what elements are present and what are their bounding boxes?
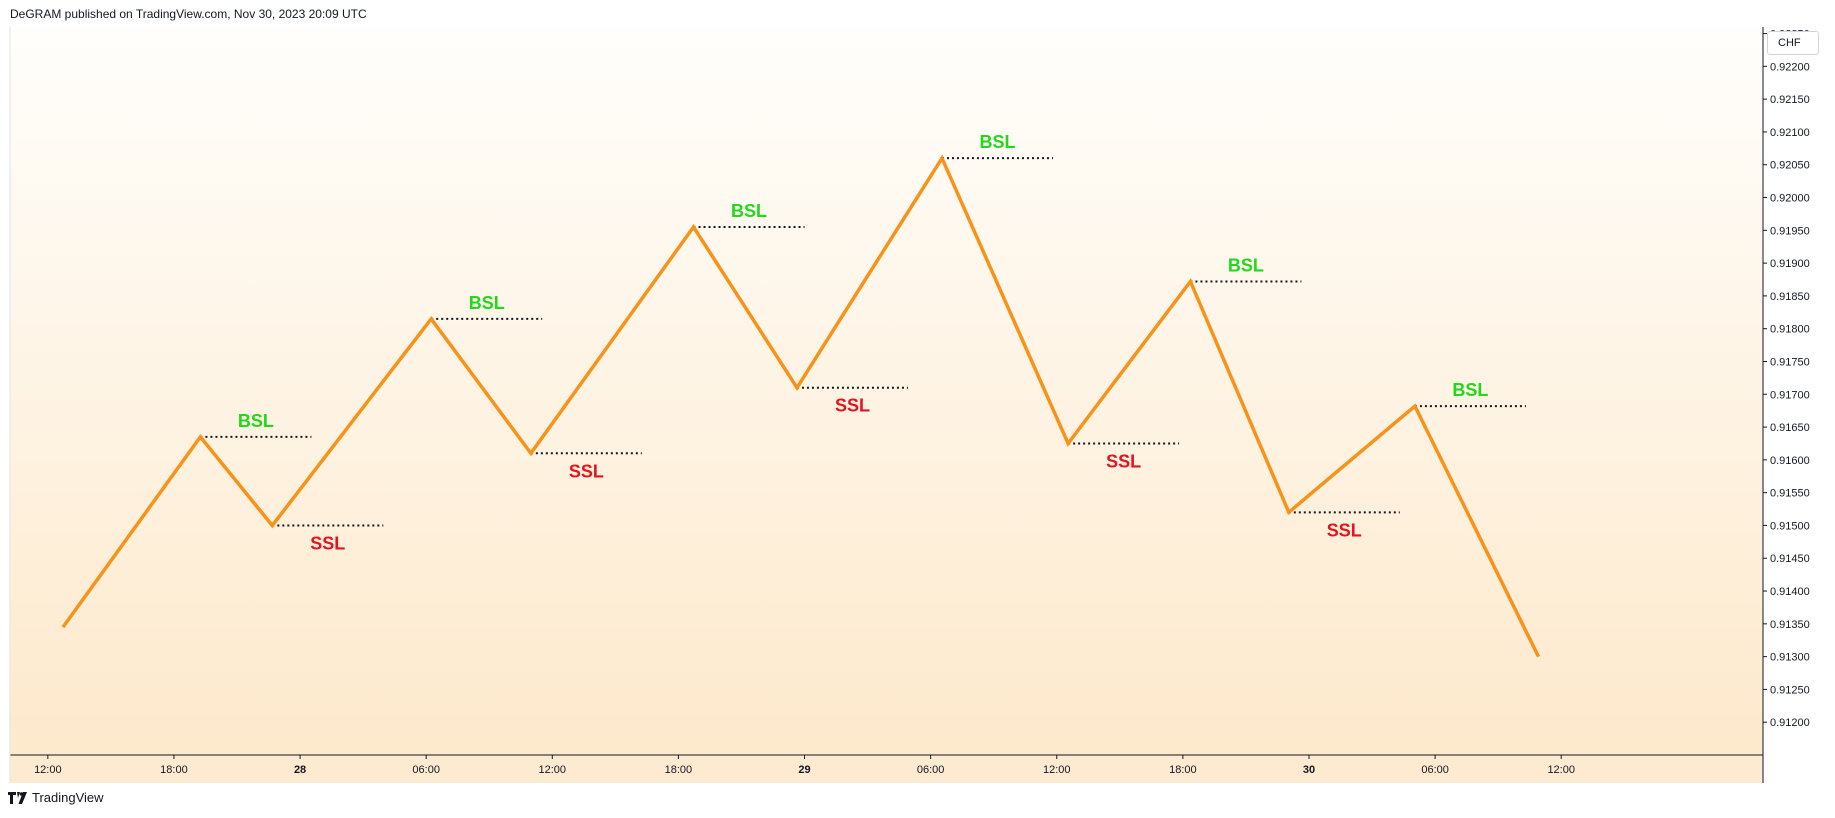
publisher-header: DeGRAM published on TradingView.com, Nov… [10,7,367,21]
time-tick-label: 12:00 [539,764,567,776]
time-tick-label: 30 [1303,764,1315,776]
plot-background [10,27,1763,755]
price-tick-label: 0.92050 [1770,160,1810,172]
price-tick-label: 0.91650 [1770,422,1810,434]
tradingview-logo-icon [8,791,27,804]
time-tick-label: 06:00 [917,764,945,776]
price-tick-label: 0.92200 [1770,61,1810,73]
price-tick-label: 0.91450 [1770,553,1810,565]
price-tick-label: 0.91250 [1770,684,1810,696]
time-tick-label: 06:00 [412,764,440,776]
price-tick-label: 0.91200 [1770,717,1810,729]
ssl-label: SSL [310,533,345,553]
ssl-label: SSL [835,396,870,416]
time-tick-label: 18:00 [160,764,188,776]
bsl-label: BSL [731,201,767,221]
price-tick-label: 0.91350 [1770,619,1810,631]
price-tick-label: 0.91750 [1770,356,1810,368]
time-axis-background [10,755,1763,783]
currency-label[interactable]: CHF [1767,31,1819,55]
price-tick-label: 0.92150 [1770,94,1810,106]
price-tick-label: 0.91400 [1770,586,1810,598]
footer: TradingView [8,790,104,805]
price-tick-label: 0.91850 [1770,291,1810,303]
bsl-label: BSL [1228,255,1264,275]
bsl-label: BSL [469,293,505,313]
time-tick-label: 12:00 [1547,764,1575,776]
price-tick-label: 0.91300 [1770,652,1810,664]
price-axis-ticks: 0.922500.922000.921500.921000.920500.920… [1763,29,1810,729]
bsl-label: BSL [1452,380,1488,400]
time-tick-label: 28 [294,764,306,776]
time-tick-label: 06:00 [1421,764,1449,776]
price-line [61,154,1541,658]
bsl-label: BSL [979,132,1015,152]
price-tick-label: 0.91800 [1770,324,1810,336]
time-axis-ticks: 12:00 18:00 28 06:00 12:00 18:00 29 06:00 12:00 1… [34,755,1575,776]
footer-brand-text: TradingView [32,790,104,805]
time-tick-label: 12:00 [1043,764,1071,776]
price-tick-label: 0.91900 [1770,258,1810,270]
price-tick-label: 0.92100 [1770,127,1810,139]
liquidity-labels: BSL SSL BSL SSL BSL SSL BSL SSL BSL SSL BSL [238,132,1488,553]
time-tick-label: 18:00 [665,764,693,776]
price-tick-label: 0.91550 [1770,488,1810,500]
time-tick-label: 12:00 [34,764,62,776]
price-tick-label: 0.91500 [1770,520,1810,532]
ssl-label: SSL [1327,520,1362,540]
ssl-label: SSL [569,461,604,481]
price-tick-label: 0.91950 [1770,225,1810,237]
liquidity-levels [200,157,1526,527]
price-tick-label: 0.92000 [1770,193,1810,205]
price-tick-label: 0.91600 [1770,455,1810,467]
price-tick-label: 0.91700 [1770,389,1810,401]
time-tick-label: 29 [798,764,810,776]
ssl-label: SSL [1106,451,1141,471]
bsl-label: BSL [238,411,274,431]
time-tick-label: 18:00 [1169,764,1197,776]
